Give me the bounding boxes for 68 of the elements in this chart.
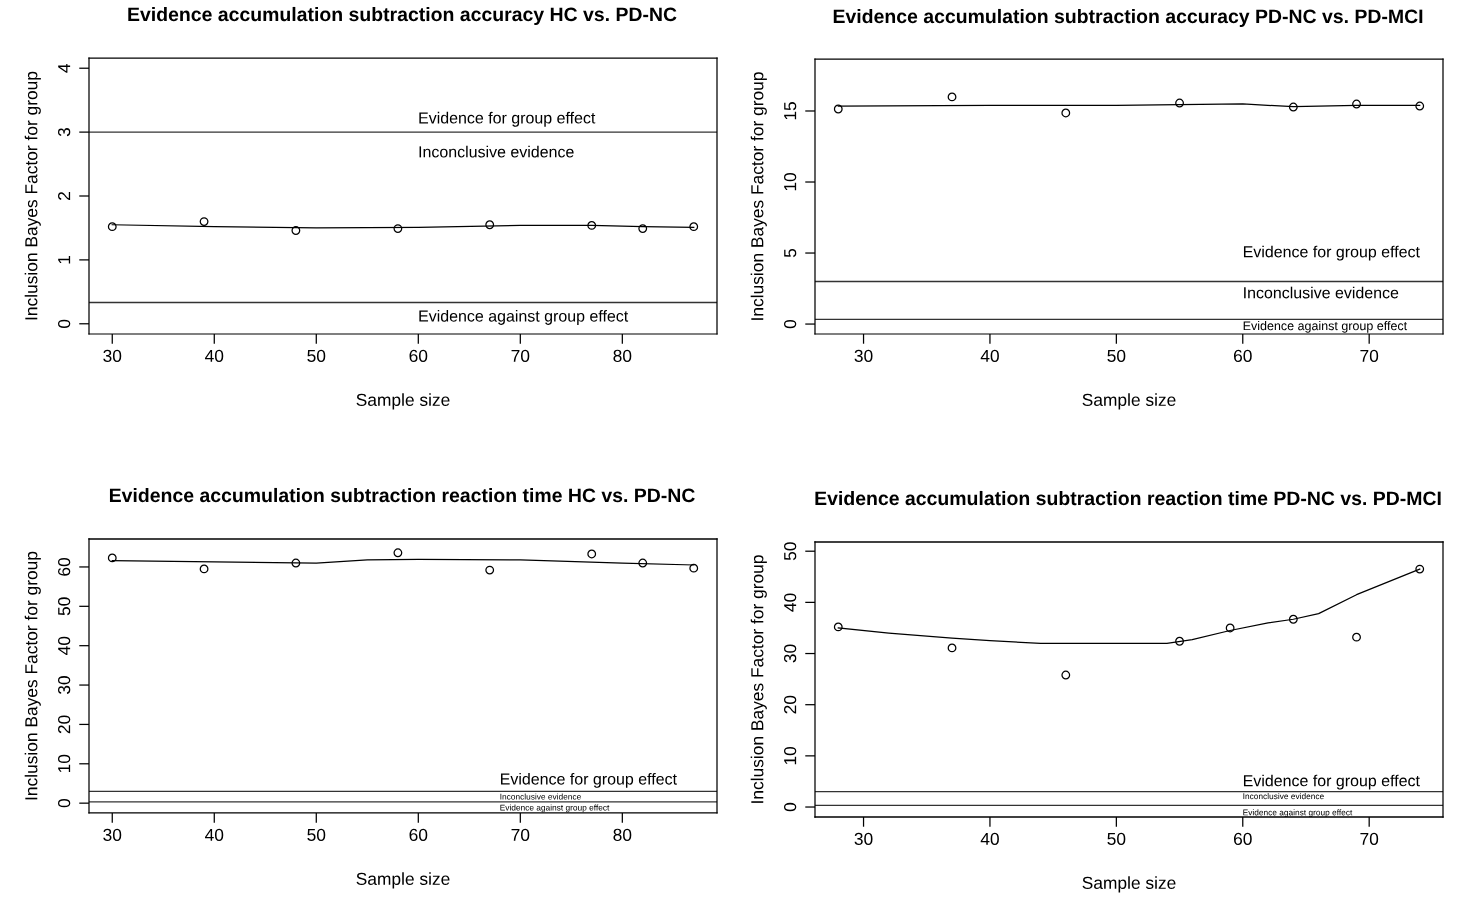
x-tick-label: 40 — [980, 832, 999, 846]
y-axis-title: Inclusion Bayes Factor for group — [24, 551, 41, 800]
x-tick-label: 70 — [511, 349, 530, 363]
x-tick-label: 40 — [205, 828, 224, 842]
x-tick-label: 30 — [854, 349, 873, 363]
chart-title: Evidence accumulation subtraction accuracy PD-NC vs. PD-MCI — [833, 8, 1423, 28]
x-tick-label: 50 — [307, 349, 326, 363]
y-axis-title: Inclusion Bayes Factor for group — [750, 555, 767, 803]
y-tick-label: 50 — [58, 597, 71, 616]
x-tick-label: 30 — [103, 349, 122, 363]
annotation: Evidence for group effect — [1243, 245, 1420, 261]
y-axis-title: Inclusion Bayes Factor for group — [24, 71, 41, 320]
x-tick-label: 70 — [1360, 349, 1379, 363]
annotation: Evidence for group effect — [501, 772, 677, 788]
y-tick-label: 1 — [58, 255, 71, 264]
y-tick-label: 0 — [784, 319, 797, 329]
x-tick-label: 30 — [103, 828, 122, 842]
x-tick-label: 60 — [1234, 349, 1252, 363]
y-tick-label: 10 — [784, 173, 797, 191]
x-axis-title: Sample size — [1082, 876, 1176, 893]
x-axis-title: Sample size — [356, 393, 450, 410]
x-tick-label: 70 — [511, 828, 530, 842]
y-tick-label: 0 — [784, 802, 797, 812]
y-tick-label: 2 — [58, 192, 71, 200]
x-tick-label: 50 — [1107, 832, 1126, 846]
y-tick-label: 10 — [58, 754, 71, 773]
x-tick-label: 70 — [1360, 832, 1379, 846]
x-tick-label: 60 — [409, 828, 428, 842]
x-axis-title: Sample size — [1082, 393, 1176, 410]
y-axis-title: Inclusion Bayes Factor for group — [750, 72, 767, 320]
chart-title: Evidence accumulation subtraction reaction time PD-NC vs. PD-MCI — [815, 490, 1441, 506]
y-tick-label: 5 — [784, 248, 797, 258]
chart-title: Evidence accumulation subtraction accuracy HC vs. PD-NC — [128, 6, 677, 26]
y-tick-label: 40 — [58, 636, 71, 655]
x-tick-label: 40 — [205, 349, 224, 363]
y-tick-label: 4 — [58, 63, 71, 73]
y-tick-label: 60 — [58, 557, 71, 576]
x-tick-label: 50 — [307, 828, 326, 842]
annotation: Evidence against group effect — [1243, 809, 1353, 818]
x-tick-label: 80 — [613, 828, 632, 842]
annotation: Evidence for group effect — [419, 111, 596, 127]
annotation: Evidence against group effect — [419, 310, 629, 325]
y-tick-label: 30 — [58, 676, 71, 695]
annotation: Inconclusive evidence — [500, 793, 581, 800]
x-axis-title: Sample size — [356, 872, 450, 889]
y-tick-label: 20 — [58, 715, 71, 734]
annotation: Evidence against group effect — [500, 804, 610, 813]
y-tick-label: 40 — [784, 593, 797, 612]
x-tick-label: 60 — [1234, 832, 1252, 846]
x-tick-label: 30 — [854, 832, 873, 846]
annotation: Inconclusive evidence — [1243, 793, 1324, 800]
y-tick-label: 50 — [784, 542, 797, 561]
x-tick-label: 50 — [1107, 349, 1126, 363]
y-tick-label: 0 — [58, 799, 71, 808]
y-tick-label: 10 — [784, 746, 797, 765]
annotation: Inconclusive evidence — [1244, 286, 1399, 299]
chart-title: Evidence accumulation subtraction reaction time HC vs. PD-NC — [109, 487, 695, 503]
y-tick-label: 20 — [784, 695, 797, 714]
x-tick-label: 80 — [613, 349, 632, 363]
y-tick-label: 0 — [58, 319, 71, 328]
y-tick-label: 30 — [784, 644, 797, 663]
y-tick-label: 15 — [784, 102, 797, 120]
y-tick-label: 3 — [58, 128, 71, 137]
annotation: Evidence against group effect — [1243, 321, 1408, 333]
x-tick-label: 40 — [980, 349, 999, 363]
annotation: Inconclusive evidence — [419, 145, 574, 158]
annotation: Evidence for group effect — [1243, 774, 1420, 790]
x-tick-label: 60 — [409, 349, 428, 363]
